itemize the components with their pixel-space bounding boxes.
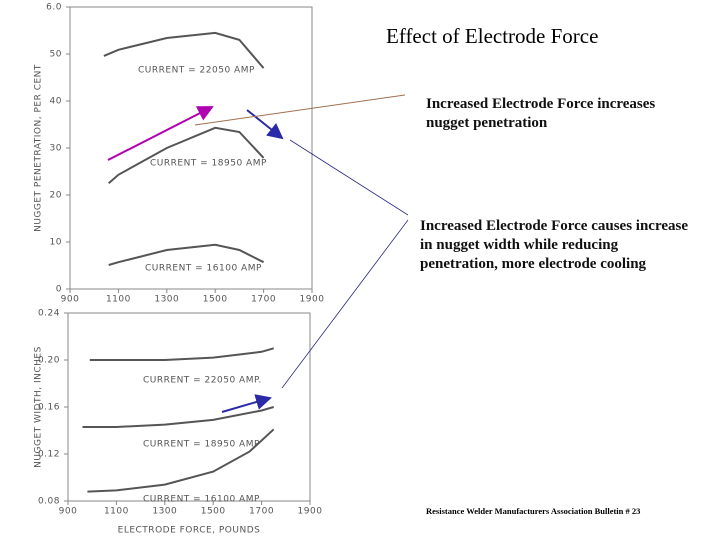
connector bbox=[281, 219, 409, 389]
arrow bbox=[246, 109, 284, 140]
x-tick-label: 1700 bbox=[249, 507, 274, 517]
series-label: CURRENT = 16100 AMP bbox=[145, 264, 262, 274]
x-tick-label: 1700 bbox=[251, 295, 276, 305]
y-tick-label: 10 bbox=[50, 238, 62, 248]
y-tick-label: 0.20 bbox=[38, 356, 60, 366]
chart-group: 0 10 20 30 40 50 6.0 900 1100 1300 1500 1700 1900 NUG… bbox=[34, 3, 325, 536]
arrow bbox=[107, 106, 214, 161]
y-tick-label: 40 bbox=[50, 97, 62, 107]
x-tick-label: 1100 bbox=[106, 295, 131, 305]
series-line bbox=[103, 31, 265, 69]
y-axis-label: NUGGET PENETRATION, PER CENT bbox=[34, 64, 44, 232]
x-tick-label: 1900 bbox=[298, 507, 323, 517]
slide-title: Effect of Electrode Force bbox=[386, 24, 599, 48]
series-line bbox=[108, 126, 265, 185]
note: Increased Electrode Force causes increas… bbox=[420, 218, 688, 272]
y-tick-label: 20 bbox=[50, 191, 62, 201]
arrow bbox=[221, 394, 272, 413]
series-line bbox=[87, 428, 275, 493]
y-tick-label: 0 bbox=[56, 285, 62, 295]
note: Increased Electrode Force increases nugg… bbox=[426, 96, 656, 131]
series-label: CURRENT = 18950 AMP bbox=[150, 159, 267, 169]
y-tick-label: 0.24 bbox=[38, 309, 60, 319]
x-tick-label: 900 bbox=[61, 295, 80, 305]
series-line bbox=[82, 406, 274, 428]
connector bbox=[194, 94, 406, 126]
x-tick-label: 900 bbox=[59, 507, 78, 517]
series-line bbox=[108, 243, 265, 266]
y-tick-label: 30 bbox=[50, 144, 62, 154]
series-label: CURRENT = 22050 AMP. bbox=[143, 376, 262, 386]
series-label: CURRENT = 18950 AMP bbox=[143, 440, 260, 450]
x-tick-label: 1300 bbox=[154, 295, 179, 305]
x-tick-label: 1100 bbox=[104, 507, 129, 517]
x-tick-label: 1300 bbox=[152, 507, 177, 517]
y-tick-label: 0.12 bbox=[38, 450, 60, 460]
connector bbox=[289, 139, 409, 216]
y-tick-label: 6.0 bbox=[46, 3, 62, 13]
series-label: CURRENT = 22050 AMP bbox=[138, 66, 255, 76]
x-tick-label: 1900 bbox=[300, 295, 325, 305]
y-tick-label: 0.08 bbox=[38, 497, 60, 507]
y-axis-label: NUGGET WIDTH, INCHES bbox=[34, 346, 44, 468]
y-tick-label: 50 bbox=[50, 50, 62, 60]
y-tick-label: 0.16 bbox=[38, 403, 60, 413]
x-tick-label: 1500 bbox=[203, 295, 228, 305]
x-tick-label: 1500 bbox=[201, 507, 226, 517]
series-label: CURRENT = 16100 AMP bbox=[143, 495, 260, 505]
series-line bbox=[89, 347, 274, 361]
citation: Resistance Welder Manufacturers Associat… bbox=[426, 506, 641, 516]
x-axis-label: ELECTRODE FORCE, POUNDS bbox=[118, 526, 261, 536]
